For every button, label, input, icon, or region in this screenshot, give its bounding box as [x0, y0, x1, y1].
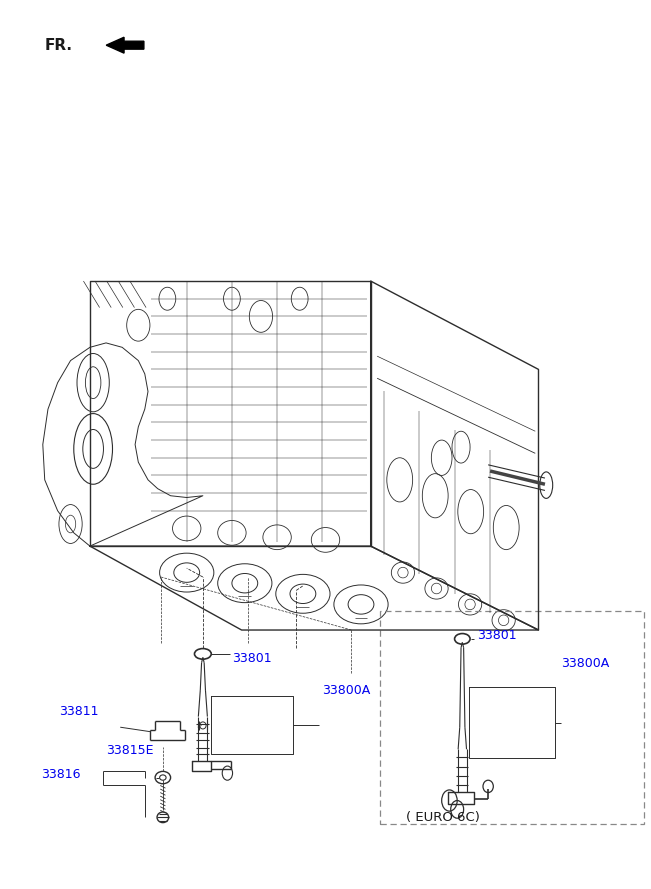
Text: 33800A: 33800A [561, 657, 609, 670]
Text: 33800A: 33800A [322, 684, 370, 697]
Text: 33801: 33801 [477, 629, 517, 642]
Text: 33815E: 33815E [106, 744, 154, 757]
Text: 33816: 33816 [42, 767, 81, 781]
Text: 33801: 33801 [232, 652, 271, 665]
Text: ( EURO 6C): ( EURO 6C) [406, 811, 480, 824]
Text: FR.: FR. [45, 37, 73, 52]
Bar [380, 611, 644, 824]
Text: 33811: 33811 [60, 705, 99, 717]
FancyArrow shape [106, 37, 144, 53]
